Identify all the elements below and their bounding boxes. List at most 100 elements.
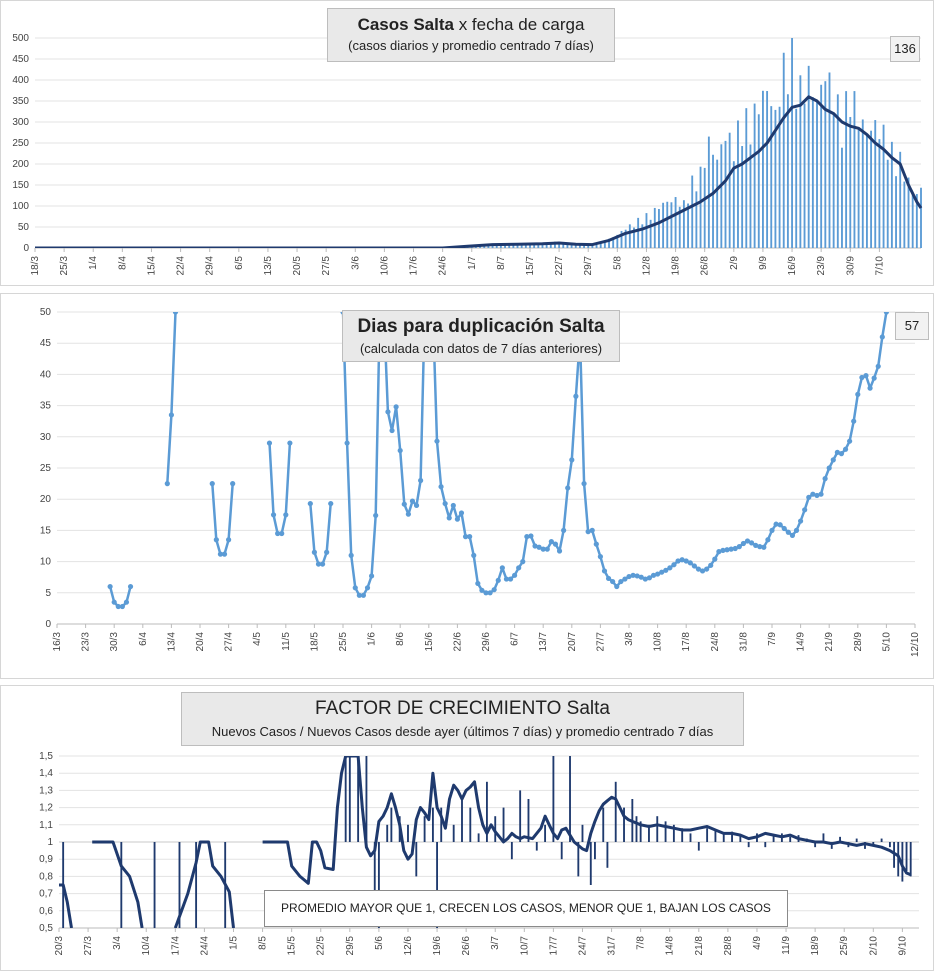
data-point xyxy=(773,521,779,527)
data-point xyxy=(524,534,530,540)
data-bar xyxy=(907,177,910,248)
data-point xyxy=(217,551,224,557)
data-point xyxy=(556,548,563,554)
data-point xyxy=(230,481,236,487)
data-bar xyxy=(803,103,806,248)
data-point xyxy=(855,391,861,397)
x-tick-label: 17/4 xyxy=(170,936,181,956)
y-tick-label: 100 xyxy=(12,201,29,212)
x-tick-label: 25/5 xyxy=(338,632,349,652)
data-point xyxy=(561,527,567,533)
x-tick-label: 15/6 xyxy=(424,632,435,652)
data-bar xyxy=(658,209,660,248)
data-bar xyxy=(153,842,156,928)
data-point xyxy=(626,573,632,580)
x-tick-label: 26/6 xyxy=(461,936,472,956)
data-point xyxy=(867,385,873,391)
data-bar xyxy=(436,842,438,928)
x-tick-label: 22/7 xyxy=(554,256,565,276)
data-point xyxy=(503,576,510,582)
data-point xyxy=(487,590,493,596)
data-point xyxy=(716,549,722,555)
x-tick-label: 10/8 xyxy=(653,632,664,652)
casos-chart-title: x fecha de carga xyxy=(458,15,585,34)
data-bar xyxy=(549,243,552,248)
y-tick-label: 250 xyxy=(12,138,29,149)
data-bar xyxy=(816,100,818,248)
x-tick-label: 3/6 xyxy=(350,256,361,270)
data-bar xyxy=(639,821,642,842)
x-tick-label: 20/5 xyxy=(292,256,303,276)
data-bar xyxy=(789,836,792,842)
data-point xyxy=(589,527,595,533)
data-point xyxy=(732,545,738,552)
data-point xyxy=(622,576,628,582)
x-tick-label: 15/7 xyxy=(525,256,536,276)
x-tick-label: 27/7 xyxy=(595,632,606,652)
data-point xyxy=(704,566,710,572)
data-point xyxy=(548,539,554,545)
data-point xyxy=(691,563,697,569)
data-bar xyxy=(814,842,817,848)
data-bar xyxy=(570,244,573,248)
x-tick-label: 11/5 xyxy=(281,632,292,651)
x-tick-label: 7/10 xyxy=(874,256,885,276)
y-tick-label: 350 xyxy=(12,96,29,107)
data-point xyxy=(863,373,869,379)
data-bar xyxy=(386,824,389,842)
data-bar xyxy=(558,241,561,248)
data-bar xyxy=(878,139,881,248)
x-tick-label: 17/7 xyxy=(548,936,559,956)
data-point xyxy=(393,404,399,410)
data-bar xyxy=(415,842,418,877)
data-point xyxy=(875,363,881,369)
x-tick-label: 5/10 xyxy=(881,632,892,652)
data-bar xyxy=(845,91,848,248)
data-bar xyxy=(477,833,480,842)
duplicacion-chart-subtitle: (calculada con datos de 7 días anteriore… xyxy=(359,341,603,356)
x-tick-label: 31/7 xyxy=(607,936,618,956)
data-point xyxy=(822,476,828,482)
data-bar xyxy=(841,147,843,248)
data-bar xyxy=(431,807,434,842)
x-tick-label: 29/6 xyxy=(481,632,492,652)
data-bar xyxy=(874,120,877,248)
x-tick-label: 8/4 xyxy=(117,256,128,270)
data-point xyxy=(413,502,420,509)
data-bar xyxy=(520,244,523,248)
data-point xyxy=(593,541,599,547)
data-bar xyxy=(560,842,563,860)
data-bar xyxy=(830,842,833,849)
data-bar xyxy=(552,756,555,842)
x-tick-label: 29/4 xyxy=(205,256,216,276)
data-point xyxy=(107,583,113,590)
data-bar xyxy=(682,200,685,248)
data-bar xyxy=(178,842,181,928)
data-point xyxy=(552,541,559,547)
data-bar xyxy=(706,828,709,842)
factor-chart-title-box: FACTOR DE CRECIMIENTO Salta Nuevos Casos… xyxy=(181,692,744,746)
data-point xyxy=(462,534,469,540)
data-bar xyxy=(578,244,581,248)
data-bar xyxy=(836,94,839,248)
x-tick-label: 13/4 xyxy=(166,632,177,652)
data-bar xyxy=(583,244,586,248)
data-bar xyxy=(774,109,777,248)
x-tick-label: 15/5 xyxy=(287,936,298,956)
data-bar xyxy=(807,65,810,248)
data-bar xyxy=(616,234,619,248)
casos-chart-subtitle: (casos diarios y promedio centrado 7 día… xyxy=(348,38,594,53)
y-tick-label: 0 xyxy=(23,243,29,254)
x-tick-label: 28/9 xyxy=(853,632,864,652)
data-bar xyxy=(849,116,852,248)
data-point xyxy=(279,530,285,537)
data-point xyxy=(605,575,612,582)
x-tick-label: 22/6 xyxy=(452,632,463,652)
data-point xyxy=(164,481,170,487)
plot-area xyxy=(107,312,889,610)
data-point xyxy=(307,500,313,507)
chart-panel-duplicacion: 0 5 10 15 20 25 30 35 40 45 50 16/3 23/3 30/3 6/4 13/4 2… xyxy=(0,293,934,679)
x-tick-label: 11/9 xyxy=(781,936,792,955)
x-tick-label: 27/5 xyxy=(321,256,332,276)
data-point xyxy=(646,575,653,581)
